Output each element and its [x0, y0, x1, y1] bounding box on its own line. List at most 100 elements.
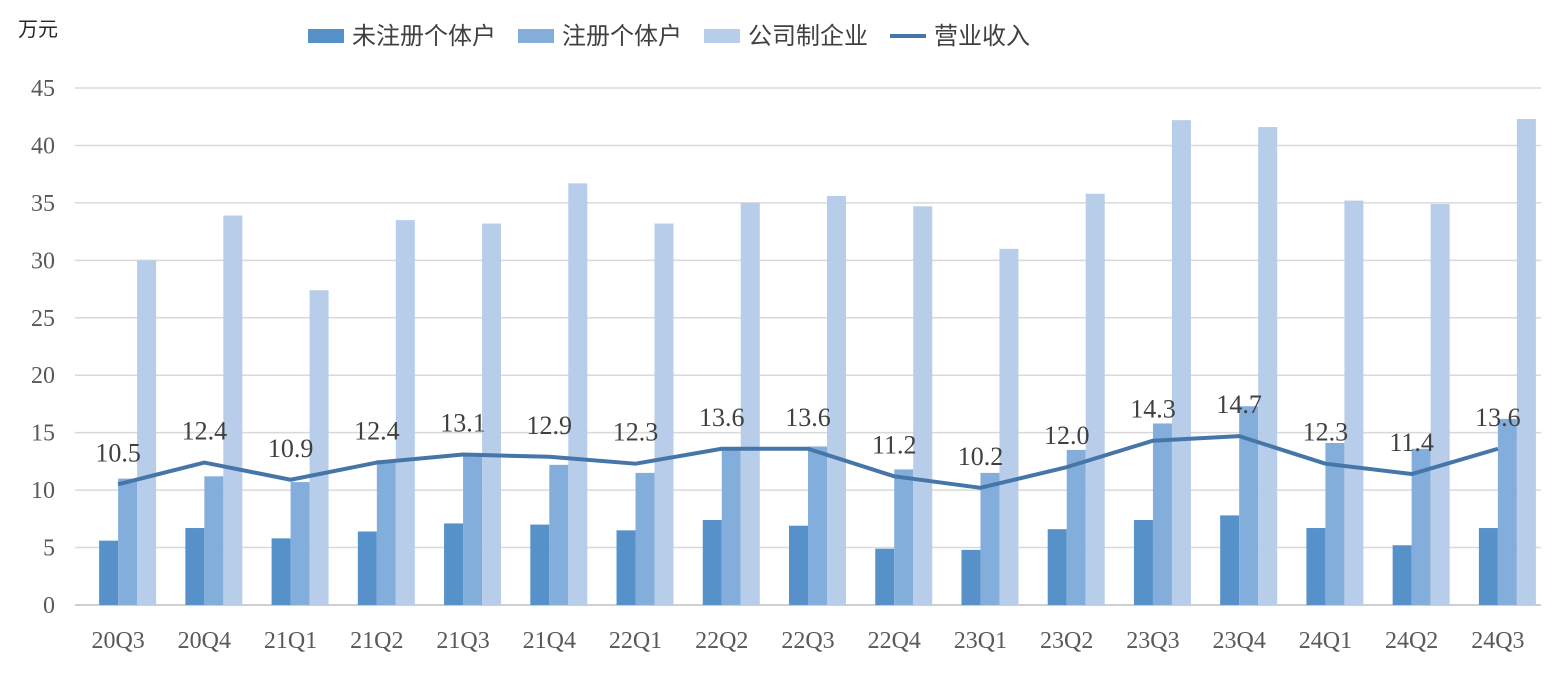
x-tick-label: 23Q4	[1213, 628, 1266, 654]
legend-label: 营业收入	[934, 22, 1030, 50]
y-tick-label: 35	[31, 191, 55, 217]
bar-3	[1516, 119, 1536, 606]
bar-2	[721, 448, 741, 605]
data-label: 12.3	[613, 418, 659, 447]
x-tick-label: 24Q3	[1471, 628, 1524, 654]
bar-1	[99, 540, 119, 605]
data-label: 12.0	[1044, 421, 1090, 450]
data-label: 14.3	[1130, 395, 1176, 424]
bar-1	[1047, 529, 1067, 605]
bar-2	[1325, 443, 1345, 605]
bar-3	[999, 248, 1019, 605]
x-tick-label: 23Q3	[1126, 628, 1179, 654]
bar-2	[894, 469, 914, 605]
y-tick-label: 10	[31, 478, 55, 504]
bar-2	[980, 472, 1000, 605]
bar-3	[137, 260, 157, 605]
x-tick-label: 21Q2	[350, 628, 403, 654]
bar-1	[1306, 528, 1326, 605]
bar-3	[395, 220, 415, 605]
bar-3	[740, 202, 760, 605]
y-unit-label: 万元	[18, 17, 58, 41]
bar-3	[913, 206, 933, 605]
x-tick-label: 23Q1	[954, 628, 1007, 654]
legend-swatch	[704, 29, 740, 43]
data-label: 13.6	[785, 403, 831, 432]
data-label: 14.7	[1216, 390, 1262, 419]
data-label: 11.4	[1389, 428, 1434, 457]
legend-label: 未注册个体户	[352, 22, 496, 50]
bar-2	[376, 460, 396, 605]
data-label: 12.3	[1303, 418, 1349, 447]
bar-2	[290, 482, 310, 605]
bar-3	[1171, 120, 1191, 606]
bar-1	[1392, 545, 1412, 605]
x-tick-label: 22Q2	[695, 628, 748, 654]
x-tick-label: 20Q4	[178, 628, 231, 654]
data-label: 13.6	[699, 403, 745, 432]
line-revenue	[117, 434, 1499, 490]
bar-3	[827, 195, 846, 606]
bar-2	[463, 455, 483, 605]
data-label: 10.9	[268, 434, 314, 463]
bar-1	[1478, 528, 1498, 605]
x-tick-label: 24Q1	[1299, 628, 1352, 654]
bar-3	[1430, 204, 1450, 605]
bar-2	[549, 464, 569, 605]
data-label: 10.5	[95, 438, 141, 467]
x-tick-label: 24Q2	[1385, 628, 1438, 654]
bar-1	[789, 525, 808, 605]
x-tick-label: 20Q3	[91, 628, 144, 654]
bar-2	[118, 478, 138, 605]
bar-3	[654, 223, 674, 605]
y-tick-label: 40	[31, 133, 55, 159]
data-label: 12.4	[182, 417, 228, 446]
x-tick-label: 23Q2	[1040, 628, 1093, 654]
x-tick-label: 21Q4	[523, 628, 576, 654]
y-tick-label: 15	[31, 421, 55, 447]
bar-3	[1344, 200, 1364, 605]
bar-3	[223, 215, 243, 605]
data-label: 12.9	[527, 411, 573, 440]
bar-2	[1066, 449, 1086, 605]
bar-1	[875, 548, 895, 605]
bar-3	[1258, 127, 1278, 605]
x-tick-label: 22Q4	[868, 628, 921, 654]
x-tick-label: 21Q3	[436, 628, 489, 654]
bar-2	[1497, 418, 1517, 605]
legend-swatch	[308, 29, 344, 43]
y-tick-label: 25	[31, 306, 55, 332]
bar-2	[204, 476, 224, 605]
bar-1	[530, 524, 550, 605]
bar-1	[444, 523, 464, 605]
bar-1	[961, 549, 981, 605]
bar-3	[482, 223, 502, 605]
data-label: 11.2	[872, 430, 917, 459]
bar-2	[1239, 406, 1259, 605]
bar-2	[808, 446, 827, 605]
bar-1	[1220, 515, 1240, 605]
bar-2	[1411, 448, 1431, 605]
y-tick-label: 30	[31, 248, 55, 274]
bar-2	[635, 472, 655, 605]
y-tick-label: 45	[31, 76, 55, 102]
bar-1	[357, 531, 377, 605]
y-tick-label: 20	[31, 363, 55, 389]
x-tick-label: 21Q1	[264, 628, 317, 654]
bar-1	[702, 519, 722, 605]
bar-3	[309, 290, 329, 605]
x-tick-label: 22Q1	[609, 628, 662, 654]
bar-1	[1133, 519, 1153, 605]
y-tick-label: 5	[43, 536, 55, 562]
data-label: 13.6	[1475, 403, 1521, 432]
legend-label: 公司制企业	[748, 22, 868, 50]
x-tick-label: 22Q3	[781, 628, 834, 654]
bar-3	[568, 183, 588, 605]
legend-swatch	[518, 29, 554, 43]
y-tick-label: 0	[43, 593, 55, 619]
bar-1	[271, 538, 291, 605]
bar-1	[616, 530, 636, 605]
bar-1	[185, 528, 205, 605]
